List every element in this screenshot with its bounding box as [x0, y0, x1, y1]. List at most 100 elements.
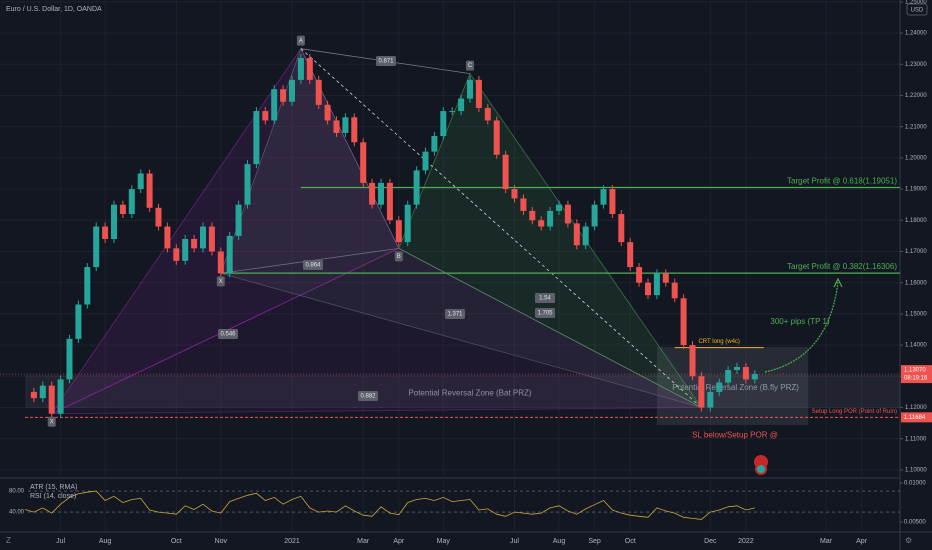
- candle: [297, 58, 304, 80]
- candle: [467, 79, 473, 99]
- candle: [440, 111, 447, 137]
- settings-icon[interactable]: ⚙: [905, 536, 912, 545]
- candle: [431, 136, 438, 152]
- arrow-head: [833, 277, 843, 288]
- y-tick-label: 1.11000: [905, 436, 927, 442]
- candle: [538, 220, 545, 227]
- candle: [529, 210, 536, 221]
- ratio-box: [303, 260, 323, 270]
- candle: [520, 198, 527, 211]
- y-tick-label: 1.19000: [905, 187, 927, 193]
- candle: [93, 226, 100, 268]
- candle: [324, 104, 331, 121]
- candle: [280, 89, 287, 102]
- target-label: Target Profit @ 0.618(1.19051): [787, 177, 897, 186]
- y-tick-label: 1.18000: [905, 218, 927, 224]
- candle: [271, 89, 278, 121]
- candle: [333, 120, 340, 133]
- y-tick-label: 1.24000: [905, 31, 927, 37]
- logo-mark: Z: [6, 536, 11, 545]
- candle: [386, 182, 393, 221]
- y-tick-label: 1.22000: [905, 93, 927, 99]
- y-tick-label: 1.15000: [905, 311, 927, 317]
- candle: [137, 173, 144, 190]
- target-label: Target Profit @ 0.382(1.16306): [787, 262, 897, 271]
- candle: [458, 98, 465, 112]
- indicator-label: ATR (15, RMA): [30, 484, 77, 491]
- ratio-label: 1.705: [537, 311, 553, 317]
- candle: [146, 173, 153, 208]
- ratio-label: 1.54: [539, 296, 551, 302]
- crt-label: CRT long (w4c): [698, 339, 739, 345]
- y-tick-label: 1.12000: [905, 405, 927, 411]
- zone-label: Potential Reversal Zone (B.fly PRZ): [672, 383, 799, 392]
- candle: [369, 182, 376, 205]
- candle: [502, 154, 509, 190]
- candle: [253, 111, 260, 165]
- candle: [547, 210, 554, 227]
- x-tick-label: Oct: [625, 538, 636, 545]
- candle: [208, 226, 215, 252]
- point-label-box: [47, 416, 56, 427]
- candle: [698, 376, 705, 408]
- candle: [351, 117, 358, 143]
- x-tick-label: Mar: [820, 538, 833, 545]
- countdown: 08:19:16: [904, 376, 928, 382]
- y-tick-label: 1.14000: [905, 343, 927, 349]
- candle: [689, 345, 696, 377]
- candle: [725, 370, 732, 383]
- projection-arrow: [764, 281, 839, 373]
- alert-badge[interactable]: [755, 463, 767, 475]
- point-label: B: [397, 254, 401, 260]
- y-tick-label: 1.16000: [905, 280, 927, 286]
- candle: [342, 117, 349, 133]
- ratio-label: 0.882: [360, 394, 376, 400]
- candle: [360, 142, 367, 183]
- x-tick-label: 2022: [738, 538, 754, 545]
- candle: [716, 382, 723, 392]
- candle: [671, 282, 678, 299]
- reversal-zone: [25, 375, 900, 409]
- candle: [734, 366, 740, 371]
- candle: [39, 385, 46, 399]
- point-label: X: [50, 419, 54, 425]
- candle: [395, 220, 402, 243]
- candle: [484, 107, 491, 121]
- candle: [111, 204, 117, 239]
- candle: [200, 226, 206, 249]
- candle: [680, 298, 687, 346]
- zone-label: Potential Reversal Zone (Bat PRZ): [408, 389, 531, 398]
- candle: [627, 242, 634, 268]
- candle: [422, 151, 429, 171]
- ratio-label: 0.546: [220, 332, 236, 338]
- rsi-tick-label: 40.00: [9, 510, 25, 516]
- last-price-box: [901, 365, 932, 384]
- candle: [645, 282, 651, 296]
- candle: [751, 374, 758, 380]
- candle: [573, 223, 580, 246]
- candle: [707, 391, 714, 408]
- candle: [155, 207, 162, 227]
- candle: [48, 385, 55, 414]
- candle: [262, 111, 269, 121]
- candle: [609, 189, 616, 215]
- y-tick-label: 1.10000: [905, 467, 927, 473]
- point-label-box: [216, 276, 225, 287]
- point-label-box: [466, 60, 474, 71]
- x-tick-label: Apr: [393, 538, 405, 545]
- stop-price-label: 1.11684: [904, 415, 926, 421]
- y-tick-label: 1.23000: [905, 62, 927, 68]
- chart-title: Euro / U.S. Dollar, 1D, OANDA: [6, 6, 102, 13]
- candle: [493, 120, 500, 155]
- point-label-box: [394, 251, 403, 262]
- candle: [600, 189, 607, 205]
- candle: [591, 204, 598, 227]
- y-tick-label: 1.21000: [905, 124, 927, 130]
- candle: [404, 204, 411, 243]
- atr-tick-label: 0.01000: [904, 481, 926, 487]
- x-tick-label: 2021: [284, 538, 300, 545]
- rsi-tick-label: 80.00: [9, 489, 25, 495]
